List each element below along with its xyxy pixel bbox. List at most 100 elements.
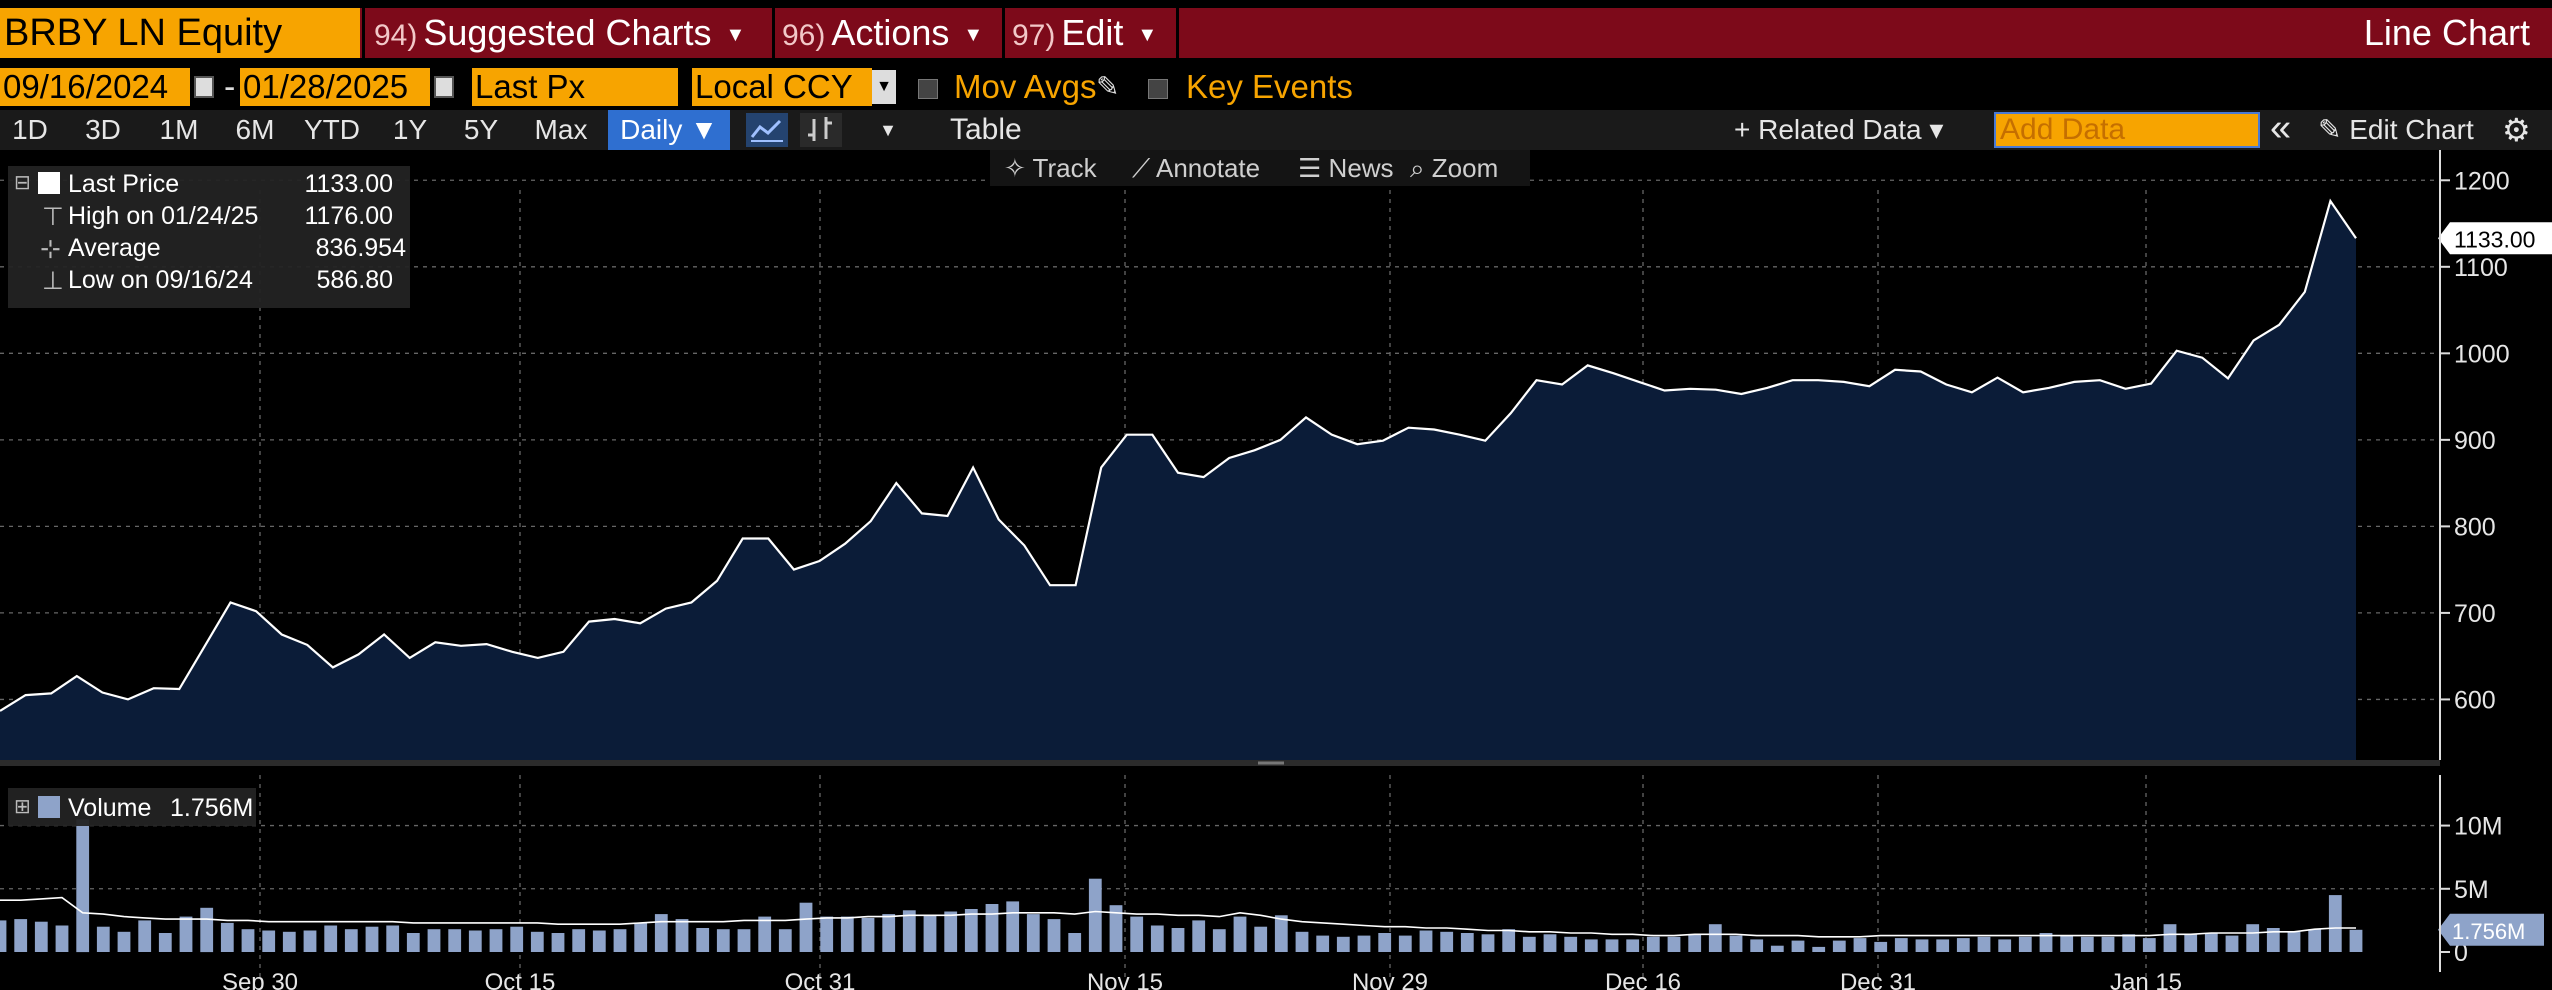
volume-bar (179, 916, 193, 952)
volume-bar (1068, 933, 1082, 952)
news-icon: ☰ (1298, 153, 1329, 183)
caret-down-icon: ▼ (1137, 24, 1158, 47)
pencil-icon[interactable]: ✎ (1096, 71, 1120, 102)
bar-chart-icon[interactable] (800, 113, 842, 147)
volume-bar (1109, 905, 1123, 952)
x-tick-label: Oct 31 (785, 969, 856, 990)
volume-bar (2080, 936, 2094, 952)
price-legend: ⊟ Last Price 1133.00 ⊤ High on 01/24/25 … (8, 166, 410, 308)
timeframe-ytd[interactable]: YTD (304, 114, 360, 145)
volume-bar (634, 922, 648, 952)
mov-avgs-label[interactable]: Mov Avgs (954, 68, 1097, 105)
end-date-field[interactable]: 01/28/2025 (240, 68, 430, 106)
volume-bar (737, 929, 751, 952)
x-tick-label: Jan 15 (2110, 969, 2182, 990)
timeframe-max[interactable]: Max (534, 114, 588, 145)
volume-bar (2308, 929, 2322, 952)
volume-bar (96, 926, 110, 952)
title-bar (0, 8, 2552, 58)
volume-bar (1047, 919, 1061, 952)
volume-bar (1522, 936, 1536, 952)
legend-value-last-price: 1133.00 (304, 170, 393, 198)
menu-label: Suggested Charts (423, 12, 712, 53)
volume-swatch (38, 796, 60, 818)
expand-icon[interactable]: ⊟ (14, 172, 31, 194)
collapse-icon[interactable]: « (2270, 107, 2292, 149)
caret-down-icon: ▼ (725, 24, 746, 47)
timeframe-1d[interactable]: 1D (12, 114, 48, 145)
volume-bar (1336, 936, 1350, 952)
annotate-tool[interactable]: ⟋ Annotate (1132, 150, 1260, 186)
calendar-icon[interactable] (434, 76, 454, 98)
volume-bar (1626, 939, 1640, 952)
volume-bar (220, 922, 234, 952)
high-marker-icon: ⊤ (42, 203, 64, 231)
zoom-tool[interactable]: ⌕ Zoom (1410, 150, 1498, 186)
volume-bar (1894, 938, 1908, 952)
volume-bar (1295, 931, 1309, 952)
volume-bar (1853, 938, 1867, 952)
frequency-select[interactable]: Daily ▼ (608, 110, 730, 150)
add-data-input[interactable]: Add Data (1994, 112, 2260, 148)
line-chart-icon[interactable] (746, 113, 788, 147)
volume-bar (1977, 936, 1991, 952)
volume-bar (758, 916, 772, 952)
chart-style-dropdown-icon[interactable]: ▼ (879, 120, 897, 140)
series-swatch (38, 172, 60, 194)
volume-bar (551, 933, 565, 952)
volume-bar (262, 930, 276, 952)
volume-bar (1357, 935, 1371, 952)
edit-menu[interactable]: 97) Edit ▼ (1012, 8, 1157, 58)
volume-tick-label: 0 (2454, 939, 2468, 967)
volume-bar (1378, 933, 1392, 952)
last-volume-tag (2438, 913, 2544, 946)
timeframe-1y[interactable]: 1Y (392, 114, 428, 145)
legend-label-last-price: Last Price (68, 170, 180, 198)
table-button[interactable]: Table (950, 113, 1022, 146)
expand-icon[interactable]: ⊞ (14, 796, 31, 818)
volume-bar (1915, 939, 1929, 952)
volume-bar (510, 926, 524, 952)
volume-bar (1006, 901, 1020, 952)
currency-select[interactable]: Local CCY (692, 68, 872, 106)
volume-bar (138, 920, 152, 952)
volume-bar (1956, 938, 1970, 952)
volume-bar (1316, 935, 1330, 952)
volume-bar (2060, 935, 2074, 952)
y-tick-label: 800 (2454, 513, 2496, 541)
key-events-checkbox[interactable] (1148, 79, 1168, 99)
timeframe-6m[interactable]: 6M (235, 114, 275, 145)
track-tool[interactable]: ✧ Track (1004, 150, 1097, 186)
edit-chart-button[interactable]: ✎ Edit Chart (2318, 110, 2474, 150)
ticker-field[interactable]: BRBY LN Equity (0, 8, 360, 58)
actions-menu[interactable]: 96) Actions ▼ (782, 8, 983, 58)
calendar-icon[interactable] (194, 76, 214, 98)
volume-bar (944, 911, 958, 952)
volume-legend-label: Volume (68, 794, 152, 822)
field-select[interactable]: Last Px (472, 68, 678, 106)
price-area-fill (0, 201, 2356, 760)
news-tool[interactable]: ☰ News (1298, 150, 1394, 186)
timeframe-3d[interactable]: 3D (85, 114, 121, 145)
chevron-down-icon[interactable]: ▼ (872, 70, 896, 104)
suggested-charts-menu[interactable]: 94) Suggested Charts ▼ (374, 8, 745, 58)
mov-avgs-checkbox[interactable] (918, 79, 938, 99)
legend-value-low: 586.80 (316, 266, 393, 294)
related-data-button[interactable]: + Related Data ▾ (1734, 114, 1944, 145)
x-tick-label: Oct 15 (485, 969, 556, 990)
y-tick-label: 600 (2454, 686, 2496, 714)
volume-bar (14, 919, 28, 952)
last-volume-label: 1.756M (2452, 919, 2525, 944)
volume-bar (55, 925, 69, 952)
timeframe-1m[interactable]: 1M (159, 114, 199, 145)
key-events-label[interactable]: Key Events (1186, 68, 1353, 105)
volume-bar (985, 904, 999, 952)
volume-bar (489, 929, 503, 952)
legend-label-high: High on 01/24/25 (68, 202, 259, 230)
timeframe-5y[interactable]: 5Y (463, 114, 499, 145)
volume-bar (2039, 933, 2053, 952)
start-date-field[interactable]: 09/16/2024 (0, 68, 190, 106)
volume-bar (675, 919, 689, 952)
volume-bar (1688, 934, 1702, 952)
gear-icon[interactable]: ⚙ (2502, 112, 2531, 148)
